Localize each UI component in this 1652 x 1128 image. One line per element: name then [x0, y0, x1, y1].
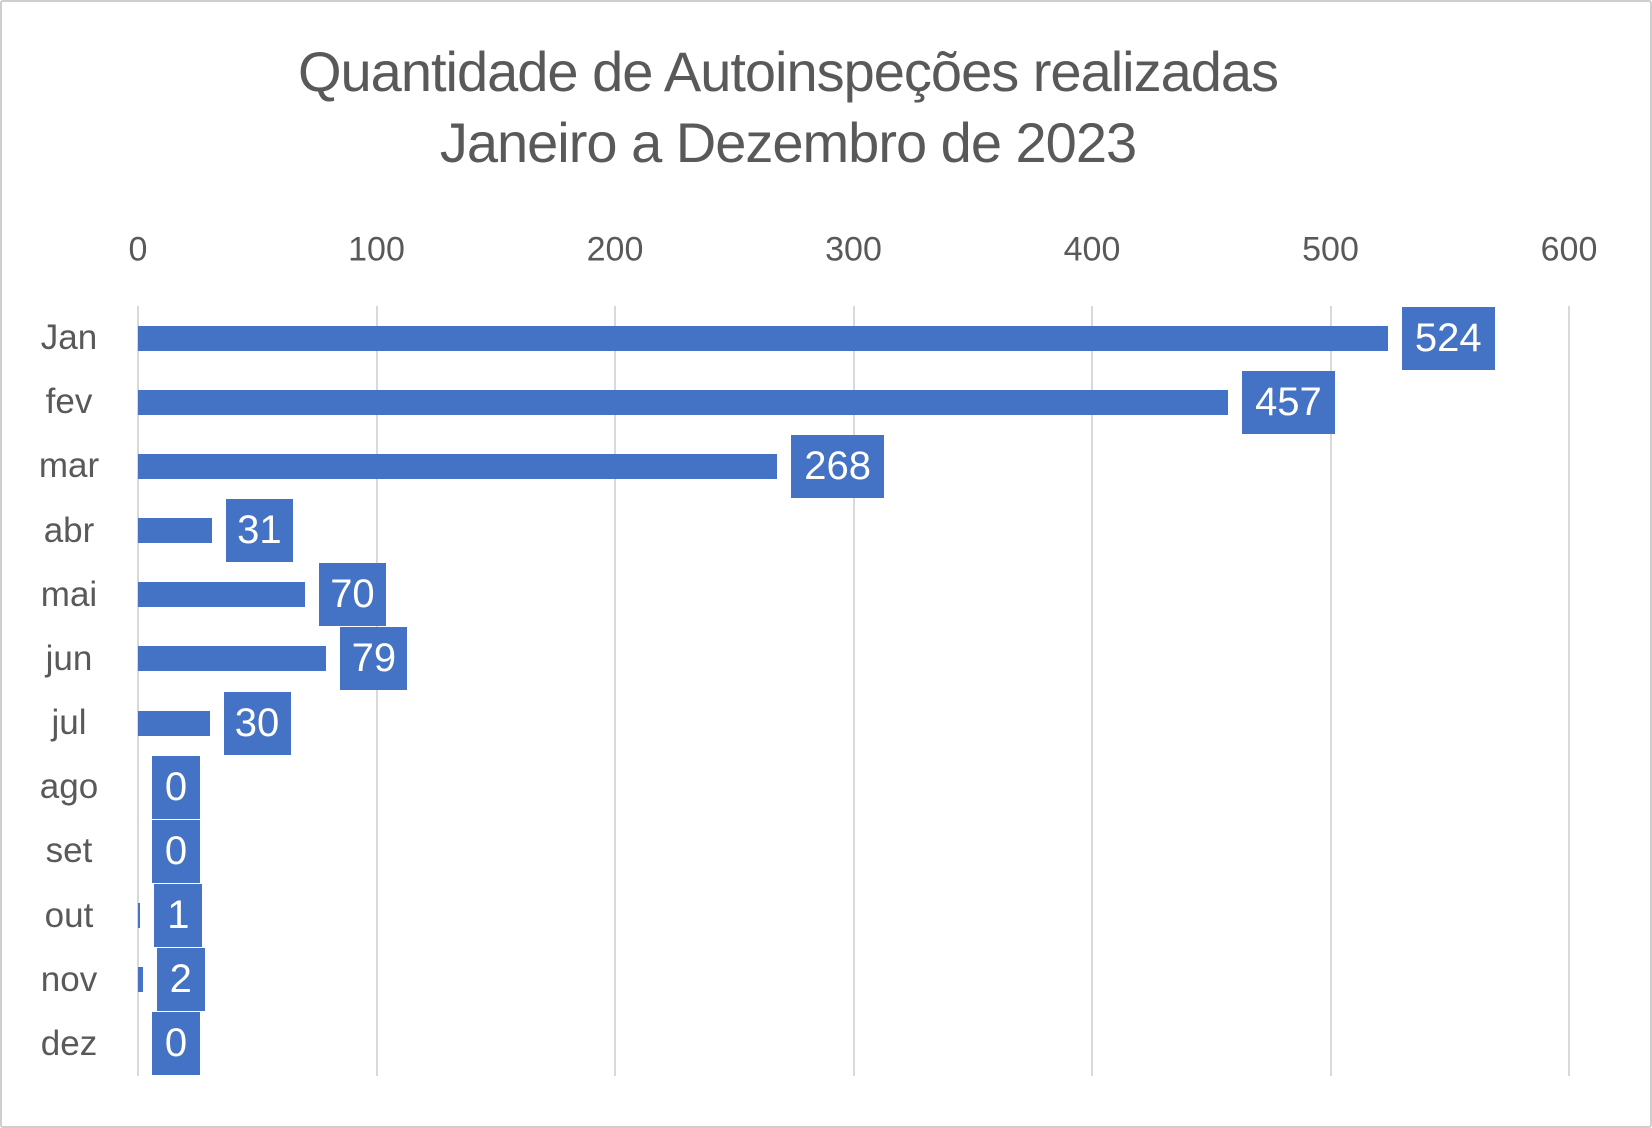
data-label-out: 1: [154, 884, 203, 948]
bar-abr: [138, 518, 212, 544]
gridline: [1091, 306, 1093, 1076]
data-label-set: 0: [152, 819, 200, 883]
x-axis-tick-label: 200: [586, 230, 644, 269]
data-label-jan: 524: [1401, 306, 1495, 370]
category-label-nov: nov: [40, 959, 98, 999]
gridline: [614, 306, 616, 1076]
chart-title-line1: Quantidade de Autoinspeções realizadas: [297, 40, 1279, 103]
category-label-jan: Jan: [40, 318, 98, 358]
category-label-mai: mai: [40, 574, 98, 614]
data-label-jul: 30: [223, 691, 291, 755]
chart-title: Quantidade de Autoinspeções realizadas J…: [2, 36, 1574, 178]
category-label-abr: abr: [43, 510, 95, 550]
x-axis-tick-label: 100: [348, 230, 405, 269]
category-label-ago: ago: [39, 767, 99, 807]
x-axis-tick-label: 600: [1540, 230, 1598, 269]
category-label-out: out: [44, 895, 94, 935]
gridline: [1329, 306, 1332, 1076]
bar-fev: [138, 389, 1228, 415]
bar-jul: [138, 710, 210, 736]
gridline: [1568, 306, 1570, 1076]
x-axis-tick-label: 0: [128, 230, 148, 269]
data-label-nov: 2: [156, 948, 205, 1012]
category-label-jun: jun: [45, 638, 93, 678]
data-label-fev: 457: [1241, 370, 1335, 434]
category-label-mar: mar: [38, 446, 100, 486]
category-label-set: set: [45, 831, 93, 871]
bar-jan: [138, 325, 1388, 351]
x-axis-tick-label: 400: [1063, 230, 1121, 269]
category-label-dez: dez: [40, 1023, 98, 1063]
data-label-mar: 268: [791, 434, 885, 498]
bar-mai: [138, 582, 305, 608]
data-label-abr: 31: [225, 499, 293, 563]
category-label-fev: fev: [45, 382, 93, 422]
plot-area: 524 457 268 31 70 79 30 0 0 1 2 0: [137, 306, 1570, 1076]
bar-out: [138, 903, 141, 929]
data-label-jun: 79: [340, 627, 408, 691]
bar-mar: [138, 453, 778, 479]
data-label-ago: 0: [152, 755, 200, 819]
x-axis-tick-label: 300: [825, 230, 882, 269]
gridline: [375, 306, 378, 1076]
bar-jun: [138, 646, 327, 672]
y-axis-line: [137, 306, 139, 1076]
data-label-mai: 70: [318, 563, 386, 627]
chart-title-line2: Janeiro a Dezembro de 2023: [439, 111, 1137, 174]
gridline: [852, 306, 855, 1076]
x-axis-tick-label: 500: [1302, 230, 1359, 269]
bar-nov: [138, 967, 143, 993]
category-label-jul: jul: [51, 703, 87, 743]
data-label-dez: 0: [152, 1012, 200, 1076]
